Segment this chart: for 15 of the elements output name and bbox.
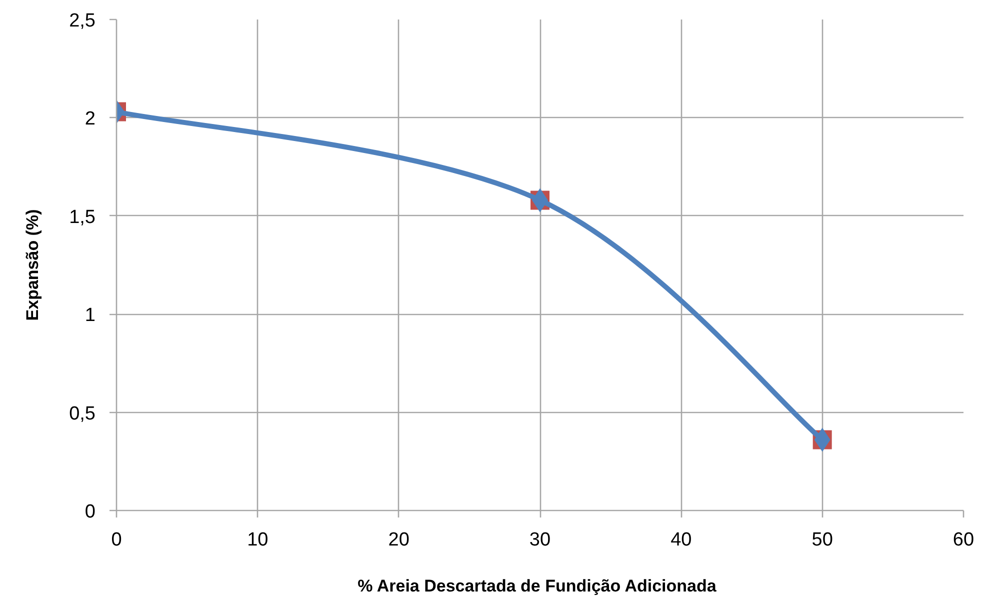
x-tick-label: 0 <box>111 530 122 550</box>
x-axis-title: % Areia Descartada de Fundição Adicionada <box>358 576 717 596</box>
y-tick-label: 1,5 <box>69 206 96 228</box>
x-tick-label: 10 <box>247 530 268 550</box>
y-tick-label: 0 <box>84 502 96 522</box>
x-tick-label: 30 <box>529 530 551 550</box>
y-tick-label: 2 <box>84 108 96 130</box>
x-tick-label: 50 <box>812 530 833 550</box>
x-tick-label: 20 <box>388 530 410 550</box>
y-tick-label: 2,5 <box>69 10 96 32</box>
x-tick-label: 60 <box>952 530 974 550</box>
y-tick-label: 0,5 <box>69 403 96 424</box>
x-tick-label: 40 <box>670 530 692 550</box>
y-axis-title: Expansão (%) <box>23 209 42 321</box>
y-tick-label: 1 <box>84 305 96 326</box>
